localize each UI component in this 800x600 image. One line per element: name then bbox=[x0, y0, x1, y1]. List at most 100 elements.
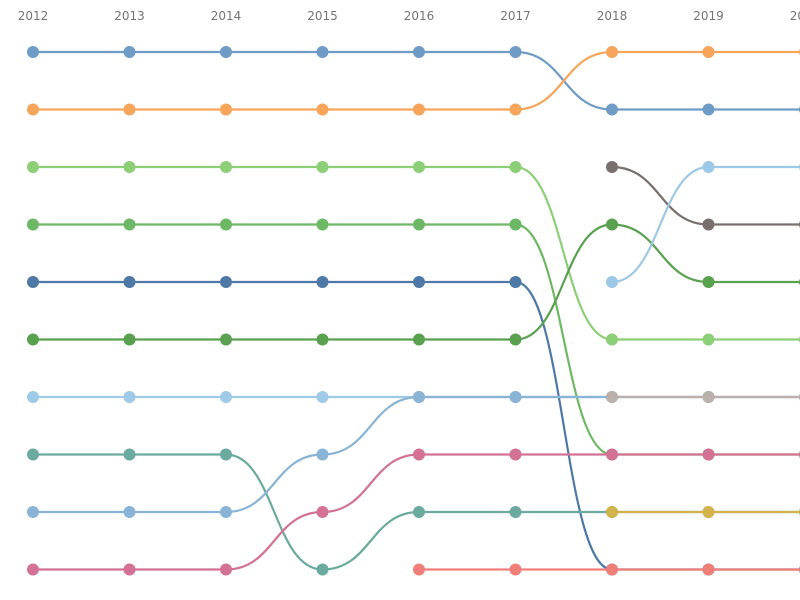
point-s3-2012 bbox=[27, 161, 39, 173]
point-s3-2013 bbox=[123, 161, 136, 173]
point-s2-2018 bbox=[606, 46, 618, 58]
point-s5-2014 bbox=[220, 276, 232, 288]
series-line-13 bbox=[611, 165, 800, 284]
point-s9-2014 bbox=[220, 506, 232, 518]
point-s3-2017 bbox=[509, 161, 522, 173]
point-s11-2017 bbox=[509, 563, 522, 576]
point-s2-2012 bbox=[27, 103, 39, 116]
point-s2-2013 bbox=[123, 103, 136, 116]
point-s3-2015 bbox=[316, 161, 329, 173]
point-s15-2018 bbox=[606, 506, 618, 518]
point-s5-2015 bbox=[316, 276, 329, 288]
point-s5-2013 bbox=[123, 276, 136, 288]
point-s6-2017 bbox=[509, 333, 522, 346]
point-s6-2012 bbox=[27, 333, 39, 346]
series-line-3 bbox=[33, 165, 800, 341]
point-s8-2015 bbox=[316, 563, 329, 576]
series-line-5 bbox=[32, 280, 800, 571]
point-s14-2019 bbox=[702, 391, 715, 403]
point-s2-2016 bbox=[413, 103, 425, 116]
point-s1-2012 bbox=[27, 46, 39, 58]
x-tick-label-2014: 2014 bbox=[211, 9, 242, 23]
point-s9-2017 bbox=[509, 391, 522, 403]
series-line-2 bbox=[32, 50, 800, 111]
point-s9-2016 bbox=[413, 391, 425, 403]
point-s5-2017 bbox=[509, 276, 522, 288]
point-s12-2019 bbox=[702, 218, 715, 231]
point-s10-2014 bbox=[220, 563, 232, 576]
point-s14-2018 bbox=[606, 391, 618, 403]
point-s1-2018 bbox=[606, 103, 618, 116]
point-s2-2014 bbox=[220, 103, 232, 116]
point-s12-2018 bbox=[606, 161, 618, 173]
series-line-6 bbox=[33, 223, 800, 341]
point-s6-2019 bbox=[702, 276, 715, 288]
point-s11-2018 bbox=[606, 563, 618, 576]
point-s4-2017 bbox=[509, 218, 522, 231]
point-s1-2017 bbox=[509, 46, 522, 58]
point-s2-2017 bbox=[509, 103, 522, 116]
point-s10-2016 bbox=[413, 448, 425, 461]
point-s10-2015 bbox=[316, 506, 329, 518]
point-s10-2018 bbox=[606, 448, 618, 461]
point-s9-2013 bbox=[123, 506, 136, 518]
point-s8-2014 bbox=[220, 448, 232, 461]
point-s7-2015 bbox=[316, 391, 329, 403]
point-s8-2013 bbox=[123, 448, 136, 461]
point-s7-2012 bbox=[27, 391, 39, 403]
x-tick-label-2019: 2019 bbox=[693, 9, 724, 23]
point-s4-2014 bbox=[220, 218, 232, 231]
point-s13-2018 bbox=[606, 276, 618, 288]
point-s6-2015 bbox=[316, 333, 329, 346]
point-s9-2015 bbox=[316, 448, 329, 461]
x-tick-label-2013: 2013 bbox=[114, 9, 145, 23]
point-s5-2016 bbox=[413, 276, 425, 288]
point-s6-2016 bbox=[413, 333, 425, 346]
point-s2-2019 bbox=[702, 46, 715, 58]
series-lines bbox=[32, 50, 800, 571]
point-s9-2012 bbox=[27, 506, 39, 518]
point-s4-2016 bbox=[413, 218, 425, 231]
point-s10-2013 bbox=[123, 563, 136, 576]
point-s11-2019 bbox=[702, 563, 715, 576]
point-s4-2015 bbox=[316, 218, 329, 231]
point-s8-2012 bbox=[27, 448, 39, 461]
x-tick-label-2016: 2016 bbox=[404, 9, 435, 23]
point-s2-2015 bbox=[316, 103, 329, 116]
point-s4-2012 bbox=[27, 218, 39, 231]
point-s1-2019 bbox=[702, 103, 715, 116]
point-s13-2019 bbox=[702, 161, 715, 173]
point-s1-2015 bbox=[316, 46, 329, 58]
point-s3-2016 bbox=[413, 161, 425, 173]
point-s6-2013 bbox=[123, 333, 136, 346]
point-s6-2018 bbox=[606, 218, 618, 231]
point-s8-2016 bbox=[413, 506, 425, 518]
x-tick-label-2020: 2020 bbox=[790, 9, 800, 23]
series-points bbox=[27, 46, 800, 576]
point-s3-2018 bbox=[606, 333, 618, 346]
point-s3-2014 bbox=[220, 161, 232, 173]
point-s1-2013 bbox=[123, 46, 136, 58]
point-s11-2016 bbox=[413, 563, 425, 576]
series-line-1 bbox=[32, 50, 800, 111]
point-s1-2014 bbox=[220, 46, 232, 58]
point-s10-2019 bbox=[702, 448, 715, 461]
point-s7-2013 bbox=[123, 391, 136, 403]
point-s5-2012 bbox=[27, 276, 39, 288]
point-s4-2013 bbox=[123, 218, 136, 231]
point-s15-2019 bbox=[702, 506, 715, 518]
x-tick-label-2018: 2018 bbox=[597, 9, 628, 23]
point-s1-2016 bbox=[413, 46, 425, 58]
series-line-10 bbox=[33, 453, 800, 571]
point-s8-2017 bbox=[509, 506, 522, 518]
point-s6-2014 bbox=[220, 333, 232, 346]
point-s10-2012 bbox=[27, 563, 39, 576]
point-s10-2017 bbox=[509, 448, 522, 461]
point-s3-2019 bbox=[702, 333, 715, 346]
series-line-12 bbox=[611, 165, 800, 226]
x-tick-label-2012: 2012 bbox=[18, 9, 49, 23]
x-axis: 2012 2013 2014 2015 2016 2017 2018 2019 2020 bbox=[18, 9, 800, 23]
x-tick-label-2017: 2017 bbox=[500, 9, 531, 23]
x-tick-label-2015: 2015 bbox=[307, 9, 338, 23]
